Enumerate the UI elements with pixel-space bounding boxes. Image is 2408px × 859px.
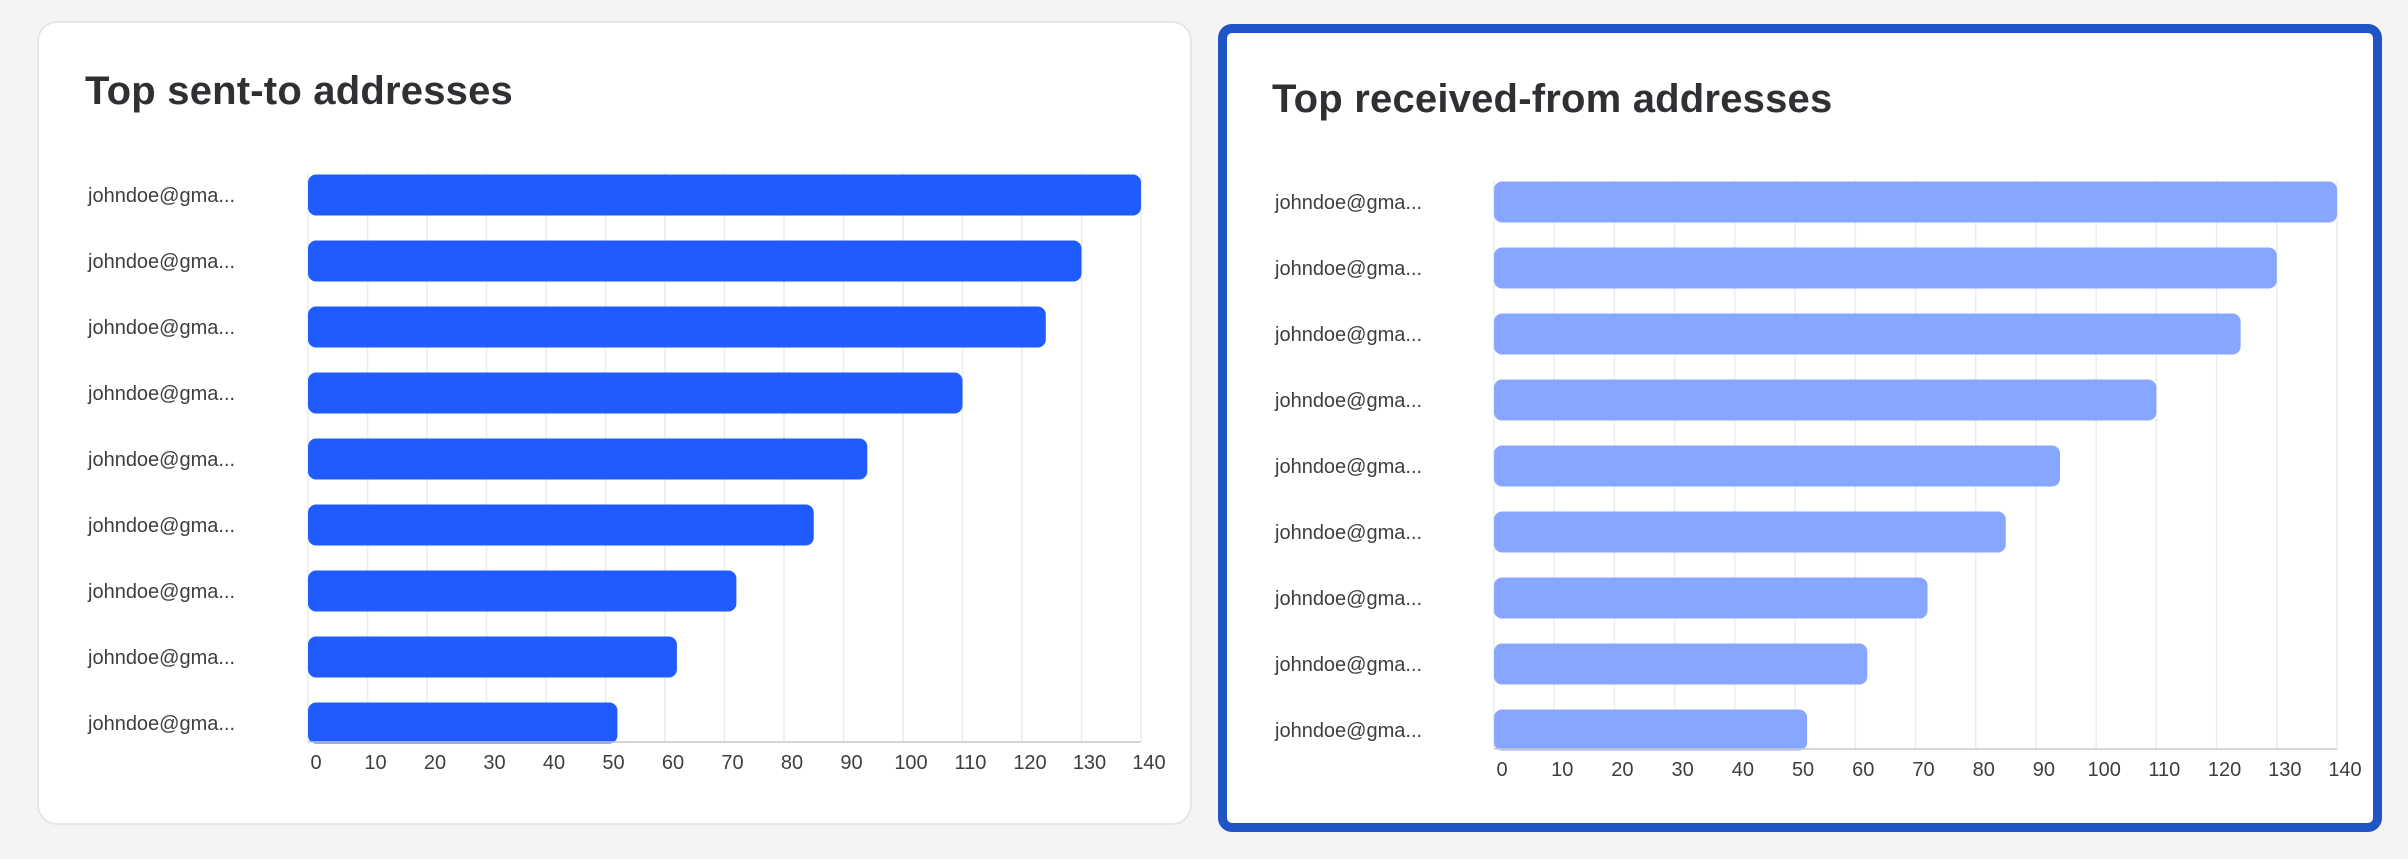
y-axis-label: johndoe@gma... bbox=[1274, 456, 1422, 478]
y-axis-label: johndoe@gma... bbox=[87, 317, 235, 339]
x-tick-label: 0 bbox=[1496, 759, 1507, 781]
bar[interactable] bbox=[308, 570, 737, 612]
bar[interactable] bbox=[1494, 445, 2061, 487]
y-axis-label: johndoe@gma... bbox=[1274, 192, 1422, 214]
bar[interactable] bbox=[1494, 379, 2157, 421]
x-tick-label: 100 bbox=[2087, 759, 2120, 781]
x-tick-label: 50 bbox=[1792, 759, 1814, 781]
y-axis-label: johndoe@gma... bbox=[87, 251, 235, 273]
x-tick-label: 130 bbox=[1073, 752, 1106, 774]
y-axis-label: johndoe@gma... bbox=[87, 383, 235, 405]
y-axis-label: johndoe@gma... bbox=[1274, 522, 1422, 544]
x-tick-label: 140 bbox=[1132, 752, 1165, 774]
x-tick-label: 10 bbox=[364, 752, 386, 774]
x-tick-label: 30 bbox=[1672, 759, 1694, 781]
x-tick-label: 0 bbox=[310, 752, 321, 774]
chart-title: Top received-from addresses bbox=[1272, 77, 1833, 121]
x-tick-label: 80 bbox=[1973, 759, 1995, 781]
x-tick-label: 70 bbox=[1912, 759, 1934, 781]
bar[interactable] bbox=[308, 372, 963, 414]
y-axis-label: johndoe@gma... bbox=[87, 581, 235, 603]
x-tick-label: 130 bbox=[2268, 759, 2301, 781]
x-tick-label: 80 bbox=[781, 752, 803, 774]
x-tick-label: 10 bbox=[1551, 759, 1573, 781]
x-tick-label: 60 bbox=[1852, 759, 1874, 781]
received-from-card[interactable]: Top received-from addresses johndoe@gma.… bbox=[1218, 24, 2382, 832]
y-axis-label: johndoe@gma... bbox=[1274, 258, 1422, 280]
x-tick-label: 110 bbox=[2148, 759, 2180, 781]
y-axis-label: johndoe@gma... bbox=[1274, 720, 1422, 742]
bar[interactable] bbox=[308, 702, 618, 744]
bar[interactable] bbox=[308, 240, 1082, 282]
x-tick-label: 140 bbox=[2328, 759, 2361, 781]
chart-title: Top sent-to addresses bbox=[85, 69, 513, 113]
bar[interactable] bbox=[1494, 313, 2241, 355]
x-tick-label: 40 bbox=[1732, 759, 1754, 781]
bar[interactable] bbox=[308, 636, 677, 678]
y-axis-label: johndoe@gma... bbox=[87, 449, 235, 471]
x-tick-label: 120 bbox=[1013, 752, 1046, 774]
bar[interactable] bbox=[1494, 247, 2277, 289]
y-axis-label: johndoe@gma... bbox=[1274, 324, 1422, 346]
x-tick-label: 120 bbox=[2208, 759, 2241, 781]
y-axis-label: johndoe@gma... bbox=[87, 713, 235, 735]
y-axis-label: johndoe@gma... bbox=[87, 515, 235, 537]
x-tick-label: 20 bbox=[1611, 759, 1633, 781]
x-tick-label: 90 bbox=[840, 752, 862, 774]
bar[interactable] bbox=[1494, 181, 2337, 223]
y-axis-label: johndoe@gma... bbox=[1274, 654, 1422, 676]
y-axis-label: johndoe@gma... bbox=[1274, 390, 1422, 412]
bar[interactable] bbox=[1494, 577, 1928, 619]
x-tick-label: 70 bbox=[721, 752, 743, 774]
x-tick-label: 50 bbox=[602, 752, 624, 774]
y-axis-label: johndoe@gma... bbox=[87, 185, 235, 207]
bar[interactable] bbox=[308, 504, 814, 546]
x-tick-label: 110 bbox=[955, 752, 987, 774]
x-tick-label: 20 bbox=[424, 752, 446, 774]
bar[interactable] bbox=[1494, 511, 2006, 553]
x-tick-label: 90 bbox=[2033, 759, 2055, 781]
bar[interactable] bbox=[1494, 643, 1868, 685]
bar[interactable] bbox=[1494, 709, 1808, 751]
bar[interactable] bbox=[308, 306, 1046, 348]
y-axis-label: johndoe@gma... bbox=[87, 647, 235, 669]
bar[interactable] bbox=[308, 438, 868, 480]
x-tick-label: 60 bbox=[662, 752, 684, 774]
y-axis-label: johndoe@gma... bbox=[1274, 588, 1422, 610]
x-tick-label: 100 bbox=[894, 752, 927, 774]
x-tick-label: 40 bbox=[543, 752, 565, 774]
received-from-bar-chart: johndoe@gma... johndoe@gma... johndoe@gma.… bbox=[1274, 180, 2362, 781]
bar[interactable] bbox=[308, 174, 1141, 216]
sent-to-bar-chart: johndoe@gma... johndoe@gma... johndoe@gma.… bbox=[87, 173, 1166, 774]
sent-to-card[interactable]: Top sent-to addresses johndoe@gma... john… bbox=[37, 21, 1192, 825]
x-tick-label: 30 bbox=[483, 752, 505, 774]
